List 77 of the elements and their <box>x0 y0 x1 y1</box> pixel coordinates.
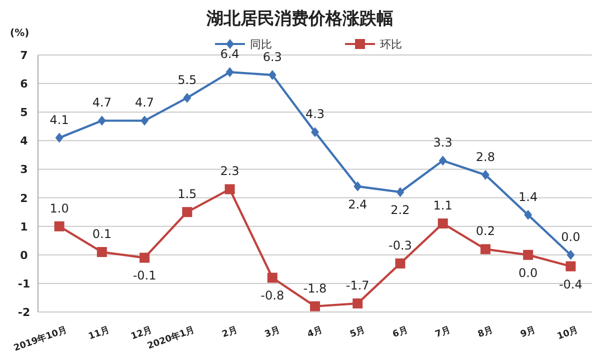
point <box>438 156 447 166</box>
x-tick-label: 3月 <box>263 324 282 340</box>
point <box>311 127 319 138</box>
point <box>524 210 532 220</box>
data-label: 1.4 <box>518 190 538 204</box>
data-label: -0.3 <box>388 238 412 252</box>
y-axis-title: (%) <box>10 28 30 39</box>
y-tick-label: -1 <box>18 277 30 290</box>
point <box>566 261 576 272</box>
data-label: 6.4 <box>220 47 240 62</box>
x-tick-label: 2月 <box>220 324 239 340</box>
point <box>182 207 192 218</box>
x-tick-label: 11月 <box>86 324 111 342</box>
point <box>395 258 406 268</box>
x-tick-label: 8月 <box>476 324 494 340</box>
point <box>268 70 276 80</box>
data-label: 6.3 <box>262 50 282 64</box>
y-tick-label: 6 <box>20 78 28 91</box>
data-label: 0.1 <box>92 227 112 242</box>
x-tick-label: 10月 <box>556 324 580 342</box>
data-label: 5.5 <box>178 72 197 87</box>
point <box>352 298 363 308</box>
data-label: 0.0 <box>518 266 538 280</box>
data-label: 4.7 <box>92 96 112 110</box>
point <box>310 301 320 312</box>
x-tick-label: 4月 <box>306 324 324 340</box>
point <box>354 181 362 192</box>
y-tick-label: -2 <box>18 306 30 319</box>
point <box>183 92 192 103</box>
y-tick-label: 3 <box>20 163 28 176</box>
y-tick-label: 5 <box>20 106 28 120</box>
point <box>523 250 534 260</box>
data-label: 3.3 <box>433 136 452 150</box>
point <box>98 116 106 126</box>
data-label: -1.8 <box>303 281 327 296</box>
point <box>224 184 235 194</box>
point <box>55 132 64 143</box>
x-tick-label: 5月 <box>348 324 367 340</box>
point <box>481 170 490 180</box>
x-tick-label: 9月 <box>518 324 538 340</box>
data-label: 2.2 <box>390 203 410 218</box>
data-label: 1.0 <box>50 201 69 216</box>
point <box>438 218 448 228</box>
data-label: 2.4 <box>348 197 368 212</box>
point <box>566 250 575 260</box>
data-label: 0.0 <box>561 230 580 244</box>
data-label: -1.7 <box>346 278 370 292</box>
point <box>54 221 64 232</box>
point <box>267 272 278 283</box>
data-label: 4.3 <box>305 107 325 122</box>
y-tick-label: 2 <box>20 192 28 205</box>
y-tick-label: 4 <box>20 134 28 148</box>
data-label: -0.8 <box>260 288 284 303</box>
data-label: 1.1 <box>433 198 452 212</box>
x-tick-label: 7月 <box>434 324 452 340</box>
data-label: -0.4 <box>558 277 582 292</box>
legend-label: 同比 <box>250 38 272 51</box>
data-label: 2.8 <box>476 150 496 164</box>
point <box>140 252 150 263</box>
y-tick-label: 7 <box>20 49 28 62</box>
data-label: 2.3 <box>220 164 240 178</box>
legend-label: 环比 <box>380 38 402 51</box>
x-tick-label: 2019年10月 <box>12 324 68 354</box>
data-label: -0.1 <box>132 268 156 283</box>
point <box>140 116 149 126</box>
y-tick-label: 0 <box>20 248 28 262</box>
data-label: 4.7 <box>134 96 154 110</box>
point <box>480 244 490 254</box>
data-label: 1.5 <box>178 187 197 202</box>
point <box>226 67 234 78</box>
x-tick-label: 6月 <box>391 324 410 340</box>
y-tick-label: 1 <box>20 220 28 234</box>
point <box>396 187 404 198</box>
data-label: 4.1 <box>50 112 69 127</box>
data-label: 0.2 <box>476 224 496 238</box>
chart-title: 湖北居民消费价格涨跌幅 <box>206 9 394 29</box>
point <box>96 247 107 258</box>
